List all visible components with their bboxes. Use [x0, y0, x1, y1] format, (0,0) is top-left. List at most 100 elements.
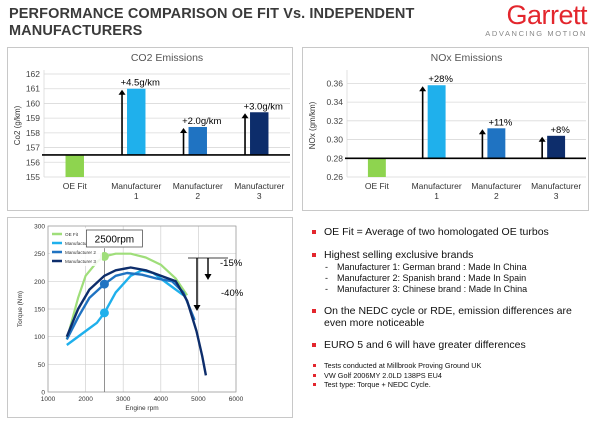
co2-category-label: 1	[134, 191, 139, 201]
co2-annotation: +4.5g/km	[121, 78, 160, 89]
bullet-euro: EURO 5 and 6 will have greater differenc…	[311, 339, 593, 351]
rpm-callout-box	[86, 229, 143, 248]
drop-label-40: -40%	[221, 288, 244, 299]
nox-increase-arrow-head	[538, 136, 546, 142]
torque-legend-label: OE Fit	[65, 232, 79, 237]
co2-y-tick-label: 155	[26, 172, 40, 182]
nox-y-tick-label: 0.34	[326, 97, 343, 107]
co2-y-axis-label: Co2 (g/km)	[13, 105, 22, 145]
bullet-nedc: On the NEDC cycle or RDE, emission diffe…	[311, 305, 593, 329]
co2-emissions-chart: CO2 Emissions 155 156 157 158 159 160 161 162 Co2…	[13, 52, 290, 201]
co2-y-tick-label: 157	[26, 143, 40, 153]
nox-bar	[427, 85, 446, 159]
torque-y-tick-label: 50	[38, 362, 46, 369]
co2-y-tick-label: 162	[26, 69, 40, 79]
nox-annotation: +11%	[488, 117, 512, 128]
co2-annotation: +2.0g/km	[182, 116, 221, 127]
nox-bar	[547, 135, 566, 159]
nox-category-label: OE Fit	[365, 181, 390, 191]
co2-category-label: Manufacturer	[173, 181, 223, 191]
drop-arrow-15-head	[204, 274, 212, 280]
co2-y-tick-label: 158	[26, 128, 40, 138]
key-points: OE Fit = Average of two homologated OE t…	[311, 226, 593, 390]
nox-y-tick-label: 0.36	[326, 78, 343, 88]
nox-y-tick-label: 0.26	[326, 172, 343, 182]
co2-y-tick-label: 161	[26, 84, 40, 94]
nox-annotation: +28%	[428, 74, 453, 85]
torque-y-axis-label: Torque (Nm)	[17, 291, 24, 327]
torque-y-tick-label: 200	[34, 279, 45, 286]
co2-increase-arrow-head	[180, 127, 188, 133]
co2-chart-title: CO2 Emissions	[131, 52, 203, 64]
logo-wordmark: Garrett	[506, 0, 587, 30]
drop-arrow-40-head	[193, 305, 201, 311]
torque-x-tick-label: 2000	[78, 396, 93, 403]
co2-chart-panel: CO2 Emissions 155 156 157 158 159 160 161 162 Co2…	[7, 47, 293, 211]
nox-bar	[367, 158, 386, 177]
torque-x-tick-label: 6000	[229, 396, 244, 403]
drop-label-15: -15%	[220, 258, 243, 269]
nox-y-axis-label: NOx (gm/km)	[308, 101, 317, 149]
garrett-logo: Garrett ADVANCING MOTION	[485, 1, 587, 38]
nox-category-label: 2	[494, 191, 499, 201]
co2-category-label: 2	[195, 191, 200, 201]
nox-increase-arrow-head	[478, 129, 486, 135]
torque-y-tick-label: 250	[34, 251, 45, 258]
co2-increase-arrow-head	[241, 113, 249, 119]
co2-bar	[250, 112, 269, 155]
nox-chart-title: NOx Emissions	[431, 52, 503, 64]
brand-item: Manufacturer 3: Chinese brand : Made In …	[324, 284, 593, 295]
nox-emissions-chart: NOx Emissions 0.26 0.28 0.30 0.32 0.34 0.36 NOx…	[308, 52, 586, 201]
nox-y-tick-label: 0.28	[326, 153, 343, 163]
torque-chart-panel: 0 50 100 150 200 250 300 1000 2000 3000 4000 5000 60…	[7, 217, 293, 418]
nox-y-tick-label: 0.32	[326, 116, 343, 126]
rpm-callout-label: 2500rpm	[95, 235, 134, 246]
co2-category-label: 3	[257, 191, 262, 201]
nox-category-label: 1	[434, 191, 439, 201]
co2-increase-arrow-head	[118, 89, 126, 95]
co2-bar	[188, 126, 207, 155]
test-notes: Tests conducted at Millbrook Proving Gro…	[311, 361, 593, 390]
co2-annotation: +3.0g/km	[244, 101, 283, 112]
nox-bar	[487, 128, 506, 159]
co2-y-tick-label: 156	[26, 157, 40, 167]
brand-item: Manufacturer 2: Spanish brand : Made In …	[324, 273, 593, 284]
torque-x-tick-label: 5000	[191, 396, 206, 403]
torque-marker-point	[99, 251, 109, 261]
torque-curve-chart: 0 50 100 150 200 250 300 1000 2000 3000 4000 5000 60…	[17, 224, 244, 413]
torque-y-tick-label: 0	[41, 390, 45, 397]
nox-annotation: +8%	[550, 125, 570, 136]
co2-bar	[127, 88, 146, 155]
logo-tagline: ADVANCING MOTION	[485, 29, 587, 38]
torque-y-tick-label: 100	[34, 334, 45, 341]
bullet-brands: Highest selling exclusive brands	[311, 249, 593, 261]
torque-x-tick-label: 3000	[116, 396, 131, 403]
torque-legend-label: Manufacturer 2	[65, 250, 96, 255]
torque-legend-label: Manufacturer 1	[65, 241, 96, 246]
note-item: Tests conducted at Millbrook Proving Gro…	[311, 361, 593, 371]
torque-y-tick-label: 300	[34, 224, 45, 231]
torque-series-line	[65, 266, 208, 376]
nox-category-label: 3	[554, 191, 559, 201]
torque-x-axis-label: Engine rpm	[125, 405, 158, 412]
co2-category-label: Manufacturer	[111, 181, 161, 191]
note-item: Test type: Torque + NEDC Cycle.	[311, 380, 593, 390]
torque-y-tick-label: 150	[34, 307, 45, 314]
torque-marker-point	[99, 308, 109, 318]
nox-increase-arrow-head	[419, 86, 427, 92]
co2-y-tick-label: 160	[26, 98, 40, 108]
nox-y-tick-label: 0.30	[326, 135, 343, 145]
nox-category-label: Manufacturer	[531, 181, 581, 191]
torque-x-tick-label: 1000	[41, 396, 56, 403]
nox-category-label: Manufacturer	[412, 181, 462, 191]
nox-chart-panel: NOx Emissions 0.26 0.28 0.30 0.32 0.34 0.36 NOx…	[302, 47, 589, 211]
co2-y-tick-label: 159	[26, 113, 40, 123]
nox-category-label: Manufacturer	[471, 181, 521, 191]
slide-title: PERFORMANCE COMPARISON OE FIT Vs. INDEPE…	[9, 6, 415, 39]
torque-series-line	[65, 252, 189, 340]
torque-series-line	[65, 271, 196, 340]
bullet-oe-fit: OE Fit = Average of two homologated OE t…	[311, 226, 593, 238]
torque-marker-point	[99, 279, 109, 289]
torque-legend-label: Manufacturer 3	[65, 259, 96, 264]
note-item: VW Golf 2006MY 2.0LD 138PS EU4	[311, 371, 593, 381]
